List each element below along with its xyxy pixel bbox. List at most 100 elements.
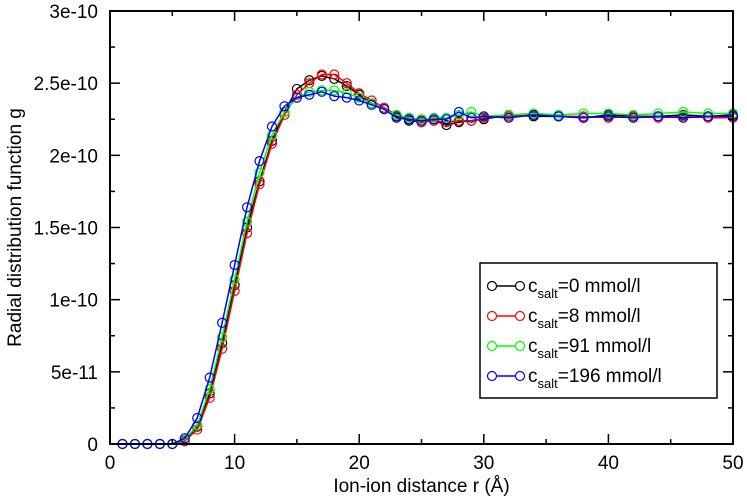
- x-axis-label: Ion-ion distance r (Å): [333, 476, 509, 497]
- legend-item: csalt=0 mmol/l: [486, 276, 641, 301]
- x-tick-label: 10: [224, 453, 245, 474]
- legend-label: csalt=8 mmol/l: [528, 306, 641, 331]
- series-line: [122, 91, 733, 445]
- data-point: [179, 433, 190, 444]
- legend-label-main: c: [528, 276, 538, 297]
- data-point: [391, 112, 402, 123]
- data-point: [304, 89, 315, 100]
- data-point: [628, 112, 639, 123]
- data-point: [441, 114, 452, 125]
- x-tick-label: 0: [105, 453, 116, 474]
- legend-label-subscript: salt: [538, 316, 559, 331]
- data-point: [229, 285, 240, 297]
- data-point: [316, 69, 327, 80]
- series-layer: [117, 69, 739, 450]
- legend-label: csalt=0 mmol/l: [528, 276, 641, 301]
- data-point: [241, 228, 253, 239]
- x-tick-label: 40: [598, 453, 619, 474]
- legend-label-subscript: salt: [538, 286, 559, 301]
- legend-item: csalt=8 mmol/l: [486, 306, 641, 331]
- data-point: [254, 156, 265, 167]
- data-point: [316, 86, 327, 97]
- legend-marker: [514, 280, 526, 292]
- data-point: [366, 99, 377, 110]
- data-point: [304, 86, 315, 97]
- data-point: [702, 108, 714, 119]
- legend-label-subscript: salt: [538, 376, 559, 391]
- legend-label-rest: =91 mmol/l: [558, 336, 651, 357]
- data-point: [217, 317, 228, 328]
- data-point: [403, 114, 415, 125]
- data-point: [428, 114, 440, 125]
- data-point: [603, 108, 614, 119]
- data-point: [329, 69, 340, 80]
- data-point: [354, 95, 365, 106]
- data-point: [453, 106, 464, 118]
- y-tick-label: 1.5e-10: [34, 219, 98, 240]
- series-line: [122, 89, 733, 445]
- data-point: [678, 112, 689, 123]
- data-point: [628, 109, 639, 121]
- legend-marker: [514, 310, 526, 322]
- legend-marker: [486, 280, 498, 292]
- data-point: [341, 78, 352, 89]
- legend-label-rest: =0 mmol/l: [558, 276, 641, 297]
- legend-label-main: c: [528, 306, 538, 327]
- data-point: [204, 372, 215, 383]
- legend-label-main: c: [528, 366, 538, 387]
- legend-item: csalt=91 mmol/l: [486, 336, 651, 361]
- y-tick-label: 3e-10: [49, 2, 98, 23]
- data-point: [466, 112, 477, 123]
- legend-label: csalt=91 mmol/l: [528, 336, 651, 361]
- legend-label-subscript: salt: [538, 346, 559, 361]
- data-point: [528, 109, 539, 121]
- data-point: [341, 92, 352, 103]
- data-point: [578, 112, 589, 123]
- data-point: [553, 111, 564, 122]
- y-tick-label: 1e-10: [49, 291, 98, 312]
- data-point: [603, 111, 614, 122]
- legend-marker: [514, 370, 526, 382]
- data-point: [329, 85, 340, 96]
- data-point: [441, 119, 452, 131]
- legend-label-rest: =8 mmol/l: [558, 306, 641, 327]
- data-point: [329, 91, 340, 102]
- data-point: [416, 115, 427, 126]
- data-point: [466, 106, 477, 118]
- data-point: [503, 112, 514, 123]
- legend-label-main: c: [528, 336, 538, 357]
- data-point: [354, 92, 365, 103]
- data-point: [241, 202, 253, 213]
- legend-label: csalt=196 mmol/l: [528, 366, 662, 391]
- data-point: [653, 111, 664, 122]
- data-point: [229, 259, 240, 271]
- legend-label-rest: =196 mmol/l: [558, 366, 662, 387]
- data-point: [192, 412, 203, 424]
- ticks-layer: 0 10 20 30 40 50 0 5e-11 1e-10 1.5e-10 2e-10 2.5e-1…: [34, 2, 744, 474]
- data-point: [478, 111, 489, 122]
- legend-marker: [486, 340, 498, 352]
- data-point: [653, 108, 664, 119]
- data-point: [229, 274, 240, 285]
- data-point: [266, 121, 278, 132]
- data-point: [503, 109, 514, 121]
- legend-marker: [486, 310, 498, 322]
- data-point: [291, 92, 302, 103]
- data-point: [279, 101, 290, 112]
- x-tick-label: 20: [349, 453, 370, 474]
- y-tick-label: 2.5e-10: [34, 74, 98, 95]
- data-point: [702, 111, 714, 122]
- y-tick-label: 0: [87, 435, 98, 456]
- y-tick-label: 2e-10: [49, 146, 98, 167]
- data-point: [254, 179, 265, 190]
- x-tick-label: 50: [722, 453, 743, 474]
- data-point: [678, 106, 689, 118]
- legend-marker: [486, 370, 498, 382]
- data-point: [254, 167, 265, 178]
- series-196-mmol-l: [117, 86, 739, 450]
- y-tick-label: 5e-11: [51, 363, 98, 384]
